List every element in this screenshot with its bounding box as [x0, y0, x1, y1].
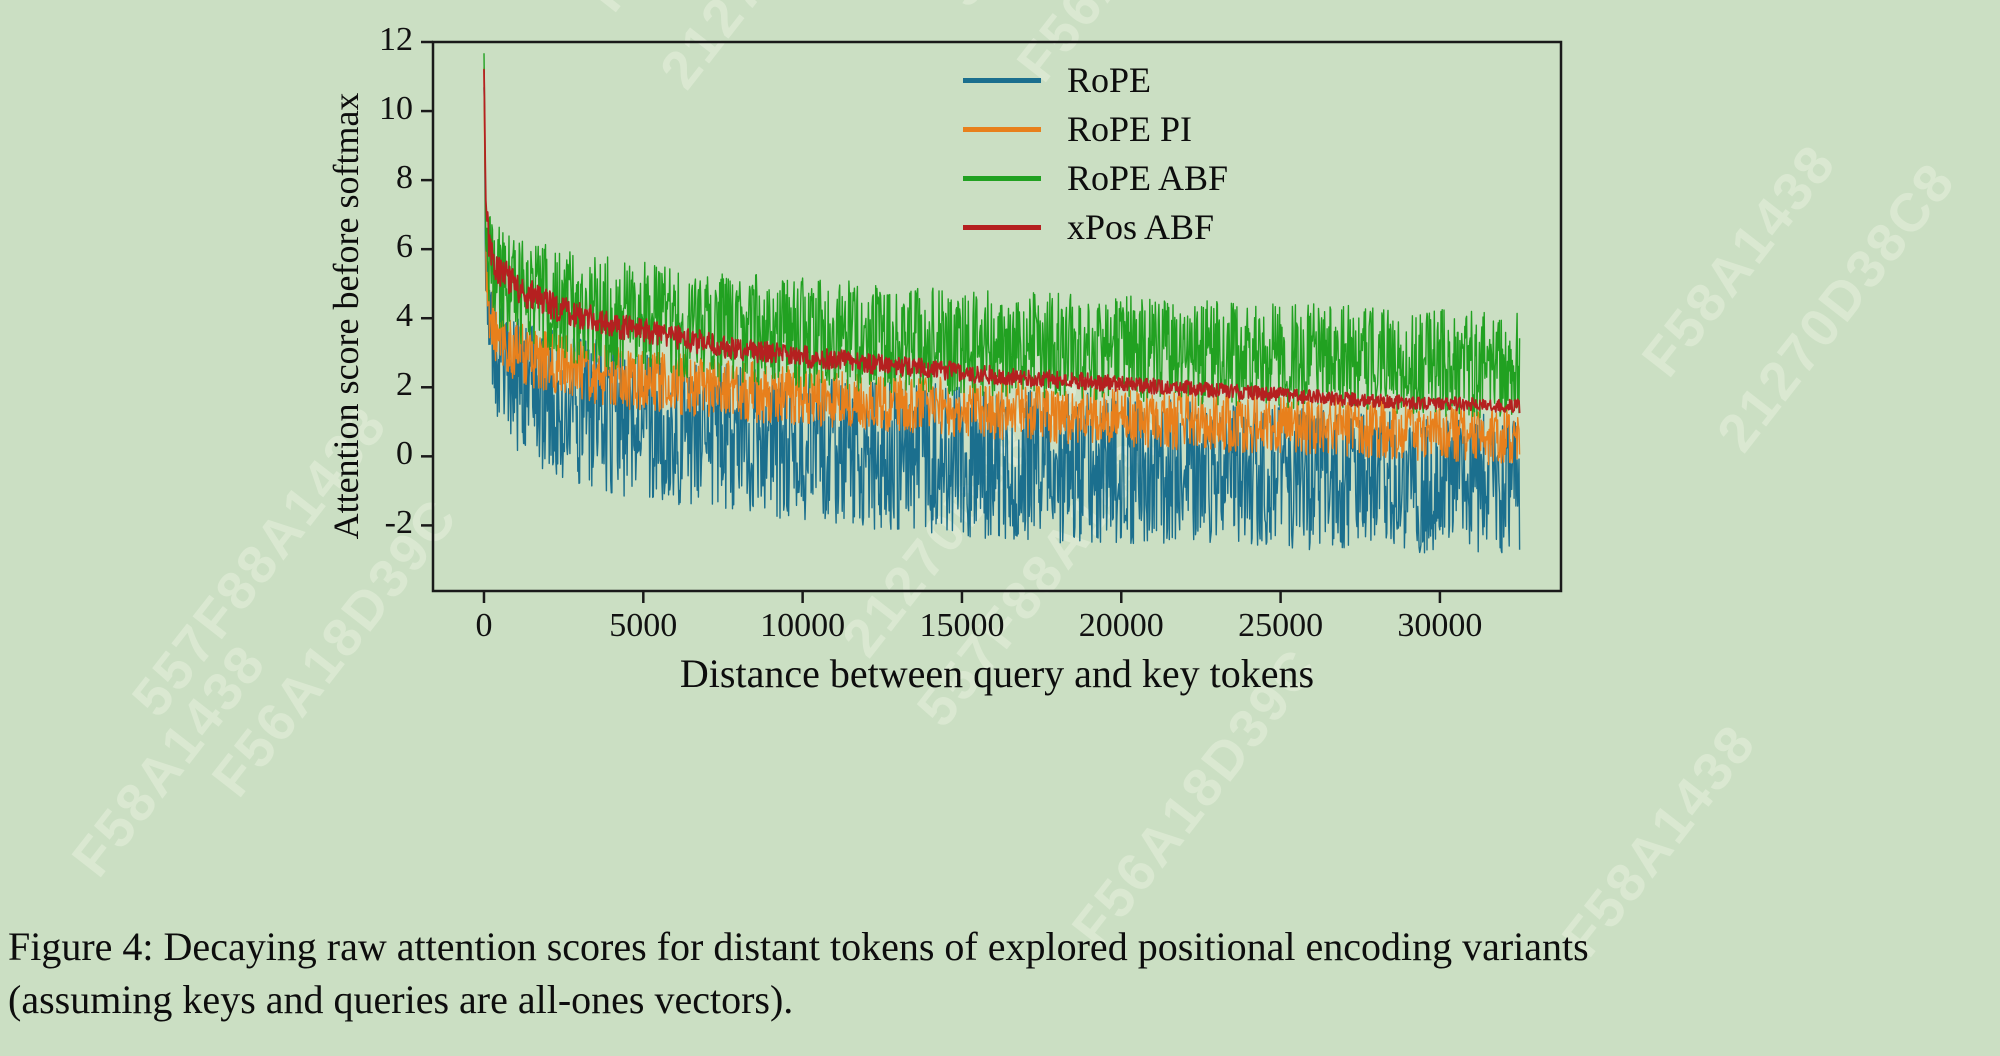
x-tick-label: 30000	[1397, 607, 1482, 644]
x-tick-label: 10000	[760, 607, 845, 644]
legend-item-xpos-abf: xPos ABF	[963, 207, 1228, 247]
x-tick-label: 5000	[609, 607, 677, 644]
plot-frame	[431, 40, 1563, 593]
chart-legend: RoPE RoPE PI RoPE ABF xPos ABF	[963, 60, 1229, 258]
caption-line-2: (assuming keys and queries are all-ones …	[8, 977, 794, 1023]
series-xpos-abf	[483, 69, 1521, 414]
x-axis-label: Distance between query and key tokens	[679, 651, 1315, 696]
y-tick-label: -2	[385, 504, 413, 541]
series-rope-abf	[483, 53, 1521, 419]
legend-swatch	[963, 77, 1041, 83]
y-tick-label: 12	[379, 21, 413, 58]
y-tick-label: 0	[396, 435, 413, 472]
legend-item-rope-pi: RoPE PI	[963, 109, 1228, 149]
caption-line-1: Figure 4: Decaying raw attention scores …	[8, 924, 1589, 969]
y-tick-label: 2	[396, 366, 413, 403]
legend-item-rope-abf: RoPE ABF	[963, 158, 1229, 198]
figure-caption: Figure 4: Decaying raw attention scores …	[8, 920, 1996, 1026]
legend-swatch	[963, 224, 1041, 230]
legend-item-rope: RoPE	[963, 60, 1228, 100]
x-tick-label: 20000	[1079, 607, 1164, 644]
y-tick-label: 10	[379, 90, 413, 127]
y-tick-label: 4	[396, 297, 413, 334]
legend-label: RoPE PI	[1067, 109, 1193, 149]
x-tick-label: 25000	[1238, 607, 1323, 644]
legend-label: RoPE ABF	[1067, 158, 1229, 198]
y-axis-label: Attention score before softmax	[326, 92, 366, 540]
legend-swatch	[963, 175, 1041, 181]
legend-swatch	[963, 126, 1041, 132]
x-tick-label: 15000	[919, 607, 1004, 644]
legend-label: RoPE	[1067, 60, 1152, 100]
y-tick-label: 8	[396, 159, 413, 196]
x-tick-label: 0	[475, 607, 492, 644]
legend-label: xPos ABF	[1067, 207, 1215, 247]
y-tick-label: 6	[396, 228, 413, 265]
